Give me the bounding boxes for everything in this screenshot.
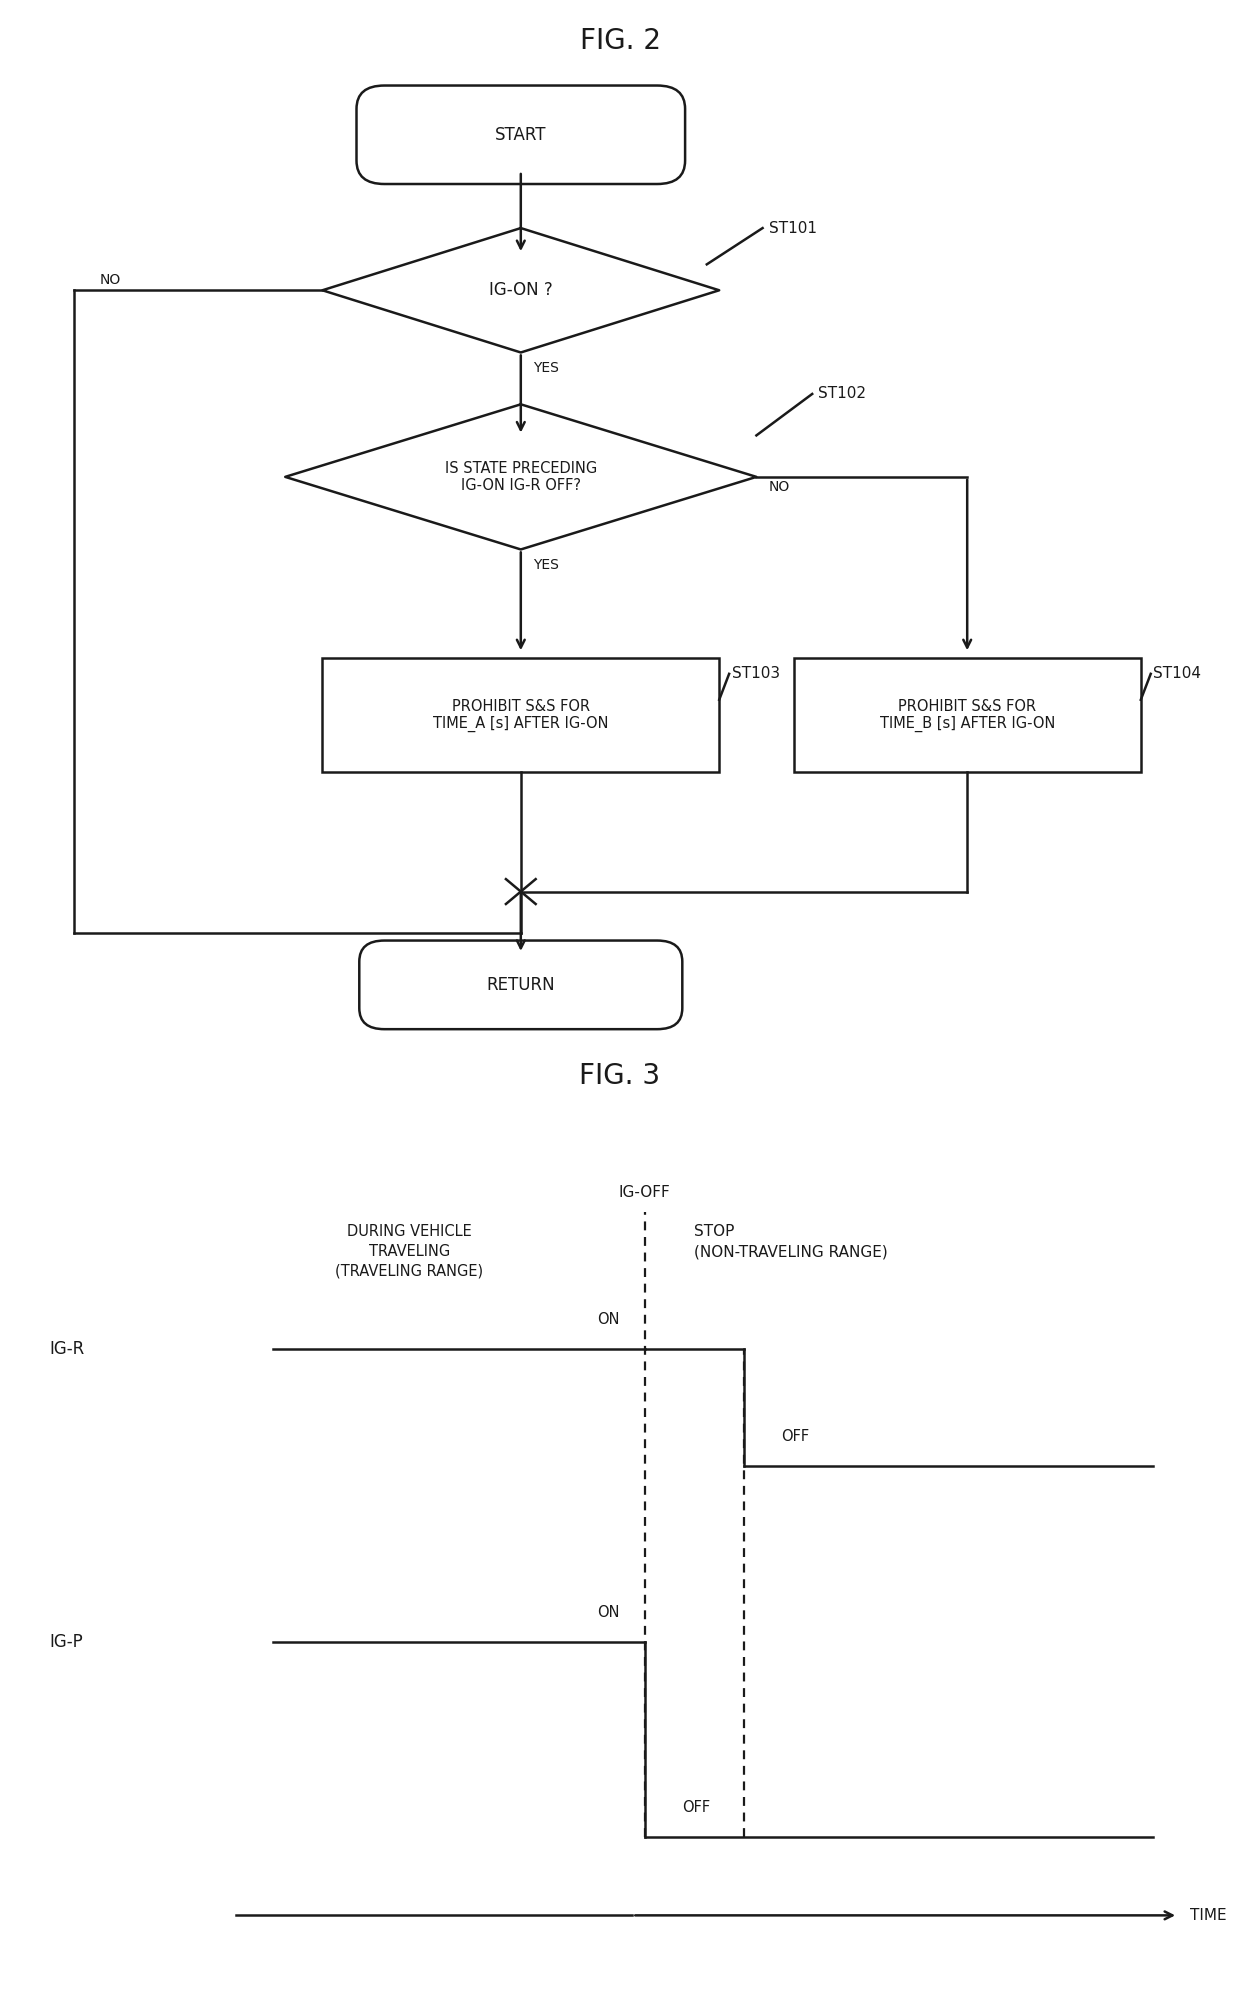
Text: IS STATE PRECEDING
IG-ON IG-R OFF?: IS STATE PRECEDING IG-ON IG-R OFF? — [445, 461, 596, 493]
Text: NO: NO — [769, 481, 790, 495]
Text: PROHIBIT S&S FOR
TIME_B [s] AFTER IG-ON: PROHIBIT S&S FOR TIME_B [s] AFTER IG-ON — [879, 699, 1055, 733]
Polygon shape — [285, 405, 756, 550]
Text: OFF: OFF — [682, 1800, 711, 1816]
Text: ST104: ST104 — [1153, 666, 1202, 680]
Text: IG-P: IG-P — [50, 1633, 83, 1651]
Text: IG-ON ?: IG-ON ? — [489, 282, 553, 300]
Text: YES: YES — [533, 558, 559, 572]
Text: TIME: TIME — [1190, 1908, 1228, 1922]
Text: IG-OFF: IG-OFF — [619, 1186, 671, 1200]
Text: ST102: ST102 — [818, 386, 867, 401]
Polygon shape — [322, 227, 719, 352]
Text: YES: YES — [533, 360, 559, 374]
Bar — [322, 658, 719, 773]
Text: STOP
(NON-TRAVELING RANGE): STOP (NON-TRAVELING RANGE) — [694, 1224, 888, 1258]
FancyBboxPatch shape — [360, 940, 682, 1029]
Text: OFF: OFF — [781, 1429, 810, 1445]
Text: FIG. 3: FIG. 3 — [579, 1061, 661, 1089]
Text: ON: ON — [598, 1312, 620, 1327]
Text: DURING VEHICLE
TRAVELING
(TRAVELING RANGE): DURING VEHICLE TRAVELING (TRAVELING RANG… — [335, 1224, 484, 1278]
Text: IG-R: IG-R — [50, 1341, 84, 1359]
Bar — [794, 658, 1141, 773]
Text: START: START — [495, 125, 547, 143]
Text: NO: NO — [99, 274, 120, 288]
Text: FIG. 2: FIG. 2 — [579, 28, 661, 56]
Text: ST101: ST101 — [769, 221, 817, 236]
Text: PROHIBIT S&S FOR
TIME_A [s] AFTER IG-ON: PROHIBIT S&S FOR TIME_A [s] AFTER IG-ON — [433, 699, 609, 733]
Text: RETURN: RETURN — [486, 976, 556, 994]
Text: ST103: ST103 — [732, 666, 780, 680]
FancyBboxPatch shape — [357, 85, 684, 183]
Text: ON: ON — [598, 1604, 620, 1620]
